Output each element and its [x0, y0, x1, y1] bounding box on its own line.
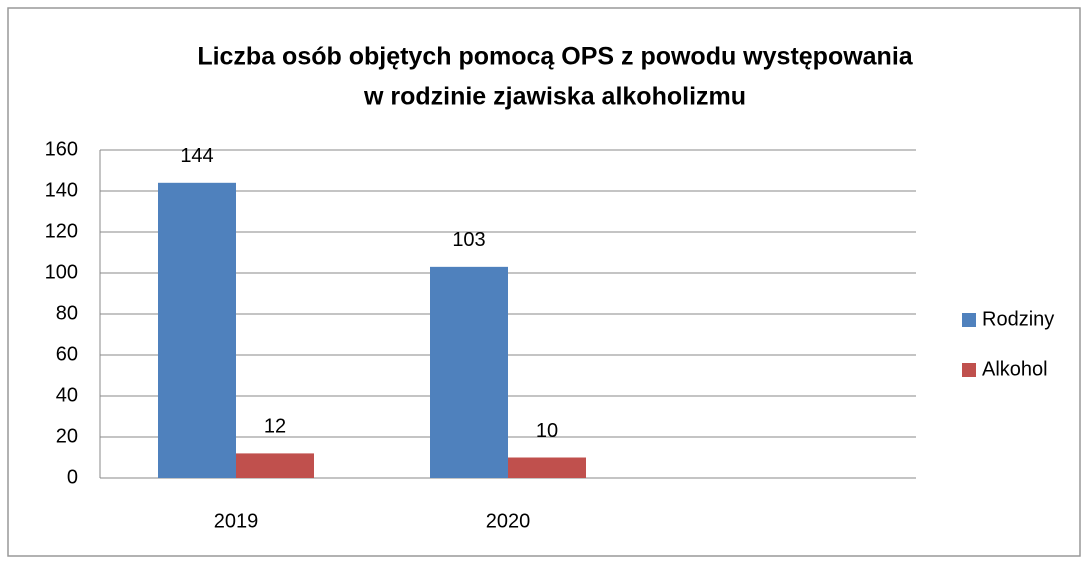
data-label: 103: [452, 229, 485, 251]
y-tick-label: 160: [45, 138, 78, 160]
y-tick-label: 40: [56, 384, 78, 406]
y-tick-label: 140: [45, 179, 78, 201]
bar: [430, 266, 508, 478]
chart-title: Liczba osób objętych pomocą OPS z powodu…: [197, 43, 913, 71]
y-tick-label: 100: [45, 261, 78, 283]
legend-label: Alkohol: [982, 358, 1048, 380]
bar: [236, 453, 314, 478]
legend-label: Rodziny: [982, 308, 1054, 330]
chart-title: w rodzinie zjawiska alkoholizmu: [363, 83, 746, 111]
y-tick-label: 20: [56, 425, 78, 447]
x-tick-label: 2020: [486, 510, 531, 532]
legend-swatch: [962, 363, 976, 377]
x-tick-label: 2019: [214, 510, 259, 532]
y-tick-label: 60: [56, 343, 78, 365]
y-tick-label: 120: [45, 220, 78, 242]
bar: [158, 182, 236, 479]
data-label: 10: [536, 420, 558, 442]
y-tick-label: 0: [67, 466, 78, 488]
data-label: 144: [180, 145, 213, 167]
bar: [508, 457, 586, 478]
legend-swatch: [962, 313, 976, 327]
y-tick-label: 80: [56, 302, 78, 324]
data-label: 12: [264, 416, 286, 438]
